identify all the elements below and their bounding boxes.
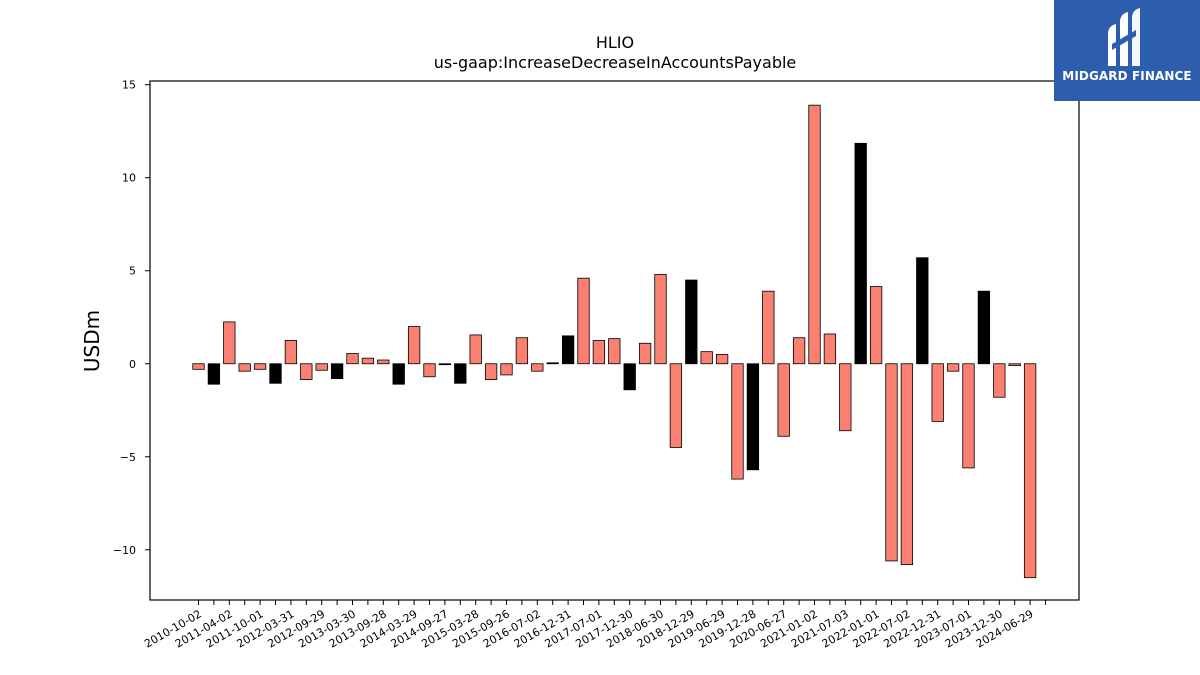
bar-2024-03-30 xyxy=(1008,363,1021,367)
bar-2011-10-01 xyxy=(253,363,267,370)
bar-2023-09-30 xyxy=(977,290,991,365)
bar-2023-07-01 xyxy=(962,363,975,469)
bar-2018-12-29 xyxy=(685,279,698,365)
bar-2015-06-27 xyxy=(484,363,498,380)
bar-2016-04-02 xyxy=(515,337,529,365)
bar-2014-06-28 xyxy=(423,363,436,378)
bar-2017-04-01 xyxy=(577,277,590,365)
bar-2013-06-29 xyxy=(361,357,375,365)
bar-2021-07-03 xyxy=(839,363,852,432)
brand-logo: MIDGARD FINANCE xyxy=(1054,0,1200,101)
bar-2013-09-28 xyxy=(377,359,390,365)
x-axis: 2010-10-022011-04-022011-10-012012-03-31… xyxy=(142,600,1046,651)
bar-group xyxy=(192,104,1037,579)
bar-2024-06-29 xyxy=(1023,363,1037,579)
bar-2019-03-30 xyxy=(700,351,713,365)
bar-2018-09-29 xyxy=(669,363,683,448)
bar-2016-12-31 xyxy=(561,335,575,365)
y-axis-label: USDm xyxy=(80,310,104,372)
logo-text: MIDGARD FINANCE xyxy=(1062,69,1192,83)
bar-2017-07-01 xyxy=(592,340,606,365)
bar-2022-01-01 xyxy=(869,286,883,365)
bar-2012-09-29 xyxy=(315,363,328,371)
y-axis: −10 −5 0 5 10 15 xyxy=(113,79,150,557)
bar-2018-03-31 xyxy=(638,342,652,365)
bar-2014-09-27 xyxy=(438,363,452,366)
bar-2022-04-02 xyxy=(885,363,898,562)
y-tick-label: −5 xyxy=(120,451,136,464)
y-tick-label: −10 xyxy=(113,544,136,557)
bar-2015-03-28 xyxy=(469,334,482,365)
bar-2011-01-01 xyxy=(207,363,221,385)
bar-2019-09-28 xyxy=(731,363,744,480)
bar-2023-04-01 xyxy=(946,363,960,372)
bar-2020-09-26 xyxy=(792,337,806,365)
bar-2011-12-31 xyxy=(269,363,282,384)
bar-2012-12-29 xyxy=(330,363,344,380)
bar-2015-09-26 xyxy=(500,363,513,376)
bar-2022-10-01 xyxy=(916,257,929,365)
y-tick-label: 15 xyxy=(122,79,136,92)
bar-2019-12-28 xyxy=(746,363,760,471)
y-tick-label: 0 xyxy=(129,358,136,371)
bar-2016-10-01 xyxy=(546,362,559,365)
bar-2021-10-02 xyxy=(854,142,867,365)
bar-2017-12-30 xyxy=(623,363,636,391)
midgard-logo-icon xyxy=(1108,8,1140,66)
y-tick-label: 10 xyxy=(122,172,136,185)
y-tick-label: 5 xyxy=(129,265,136,278)
bar-2022-07-02 xyxy=(900,363,914,566)
bar-2013-03-30 xyxy=(346,353,359,365)
bar-2023-12-30 xyxy=(993,363,1006,398)
bar-2018-06-30 xyxy=(654,274,667,365)
bar-2019-06-29 xyxy=(715,354,729,365)
bar-2013-12-28 xyxy=(392,363,405,385)
bar-2021-01-02 xyxy=(808,104,821,365)
bar-2020-03-28 xyxy=(762,290,775,365)
bar-2021-04-03 xyxy=(823,333,837,365)
chart-subtitle: us-gaap:IncreaseDecreaseInAccountsPayabl… xyxy=(434,53,797,72)
bar-2012-03-31 xyxy=(284,340,298,365)
plot-frame xyxy=(149,80,1080,601)
bar-2014-12-27 xyxy=(454,363,467,384)
bar-2016-07-02 xyxy=(531,363,544,372)
bar-2011-07-02 xyxy=(238,363,251,372)
bar-2011-04-02 xyxy=(223,321,236,365)
bar-2014-03-29 xyxy=(407,326,421,365)
bar-2017-09-30 xyxy=(608,338,621,365)
bar-2012-06-30 xyxy=(300,363,313,380)
chart-title: HLIO xyxy=(596,33,634,52)
bar-2010-10-02 xyxy=(192,363,205,370)
bar-2020-06-27 xyxy=(777,363,790,437)
bar-2022-12-31 xyxy=(931,363,944,422)
